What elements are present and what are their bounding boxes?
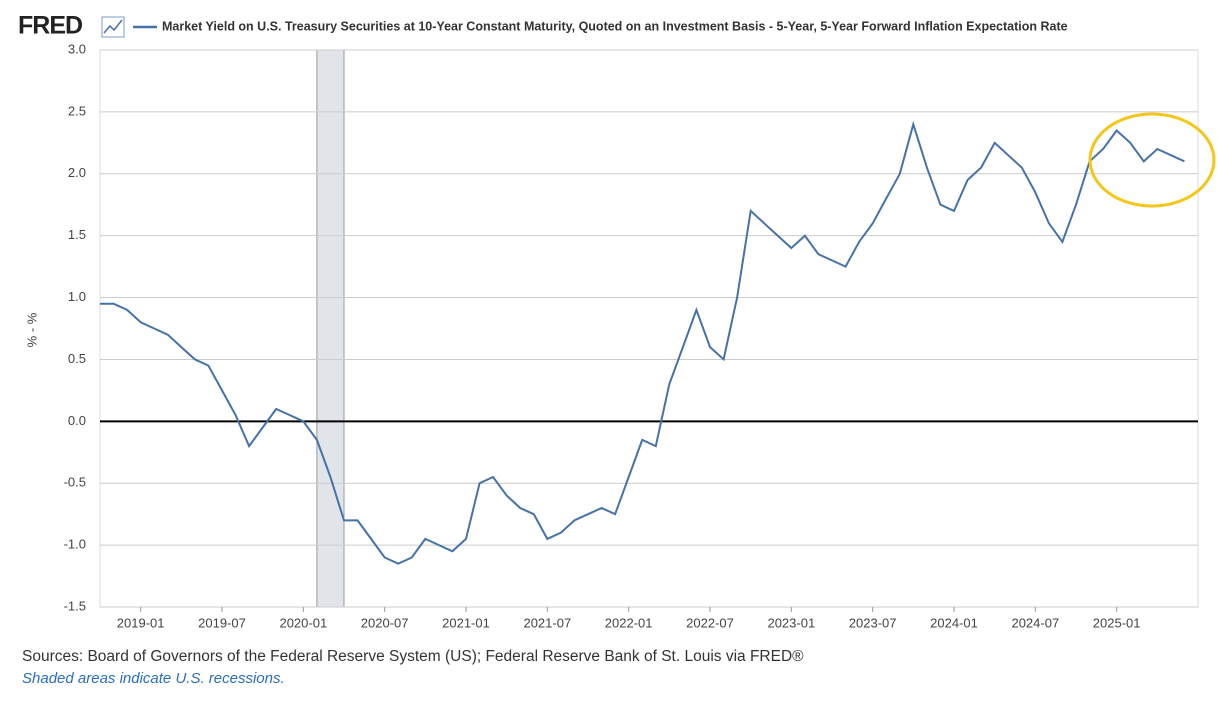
x-tick-label: 2021-01 — [442, 615, 490, 630]
x-tick-label: 2023-01 — [767, 615, 815, 630]
x-tick-label: 2020-07 — [361, 615, 409, 630]
x-tick-label: 2021-07 — [523, 615, 571, 630]
y-tick-label: 1.5 — [68, 227, 86, 242]
y-tick-label: 3.0 — [68, 41, 86, 56]
y-tick-label: -0.5 — [64, 475, 86, 490]
sources: Sources: Board of Governors of the Feder… — [22, 648, 804, 665]
x-tick-label: 2025-01 — [1093, 615, 1141, 630]
y-tick-label: 0.0 — [68, 413, 86, 428]
x-tick-label: 2022-01 — [605, 615, 653, 630]
x-tick-label: 2019-01 — [117, 615, 165, 630]
y-tick-label: -1.5 — [64, 598, 86, 613]
y-tick-label: -1.0 — [64, 537, 86, 552]
recession-band — [316, 49, 345, 608]
legend-label: Market Yield on U.S. Treasury Securities… — [162, 19, 1068, 33]
x-tick-label: 2022-07 — [686, 615, 734, 630]
x-tick-label: 2024-07 — [1011, 615, 1059, 630]
y-tick-label: 2.0 — [68, 165, 86, 180]
x-tick-label: 2023-07 — [849, 615, 897, 630]
y-tick-label: 1.0 — [68, 289, 86, 304]
y-tick-label: 0.5 — [68, 351, 86, 366]
x-tick-label: 2024-01 — [930, 615, 978, 630]
recession-note[interactable]: Shaded areas indicate U.S. recessions. — [22, 670, 285, 687]
plot-area — [99, 49, 1199, 608]
highlight-circle — [1088, 112, 1216, 208]
y-axis-label: % - % — [24, 312, 39, 347]
logo-icon — [101, 16, 125, 38]
x-tick-label: 2020-01 — [279, 615, 327, 630]
series-line — [100, 120, 1185, 565]
x-tick-label: 2019-07 — [198, 615, 246, 630]
y-tick-label: 2.5 — [68, 103, 86, 118]
logo[interactable]: FRED — [18, 12, 83, 40]
